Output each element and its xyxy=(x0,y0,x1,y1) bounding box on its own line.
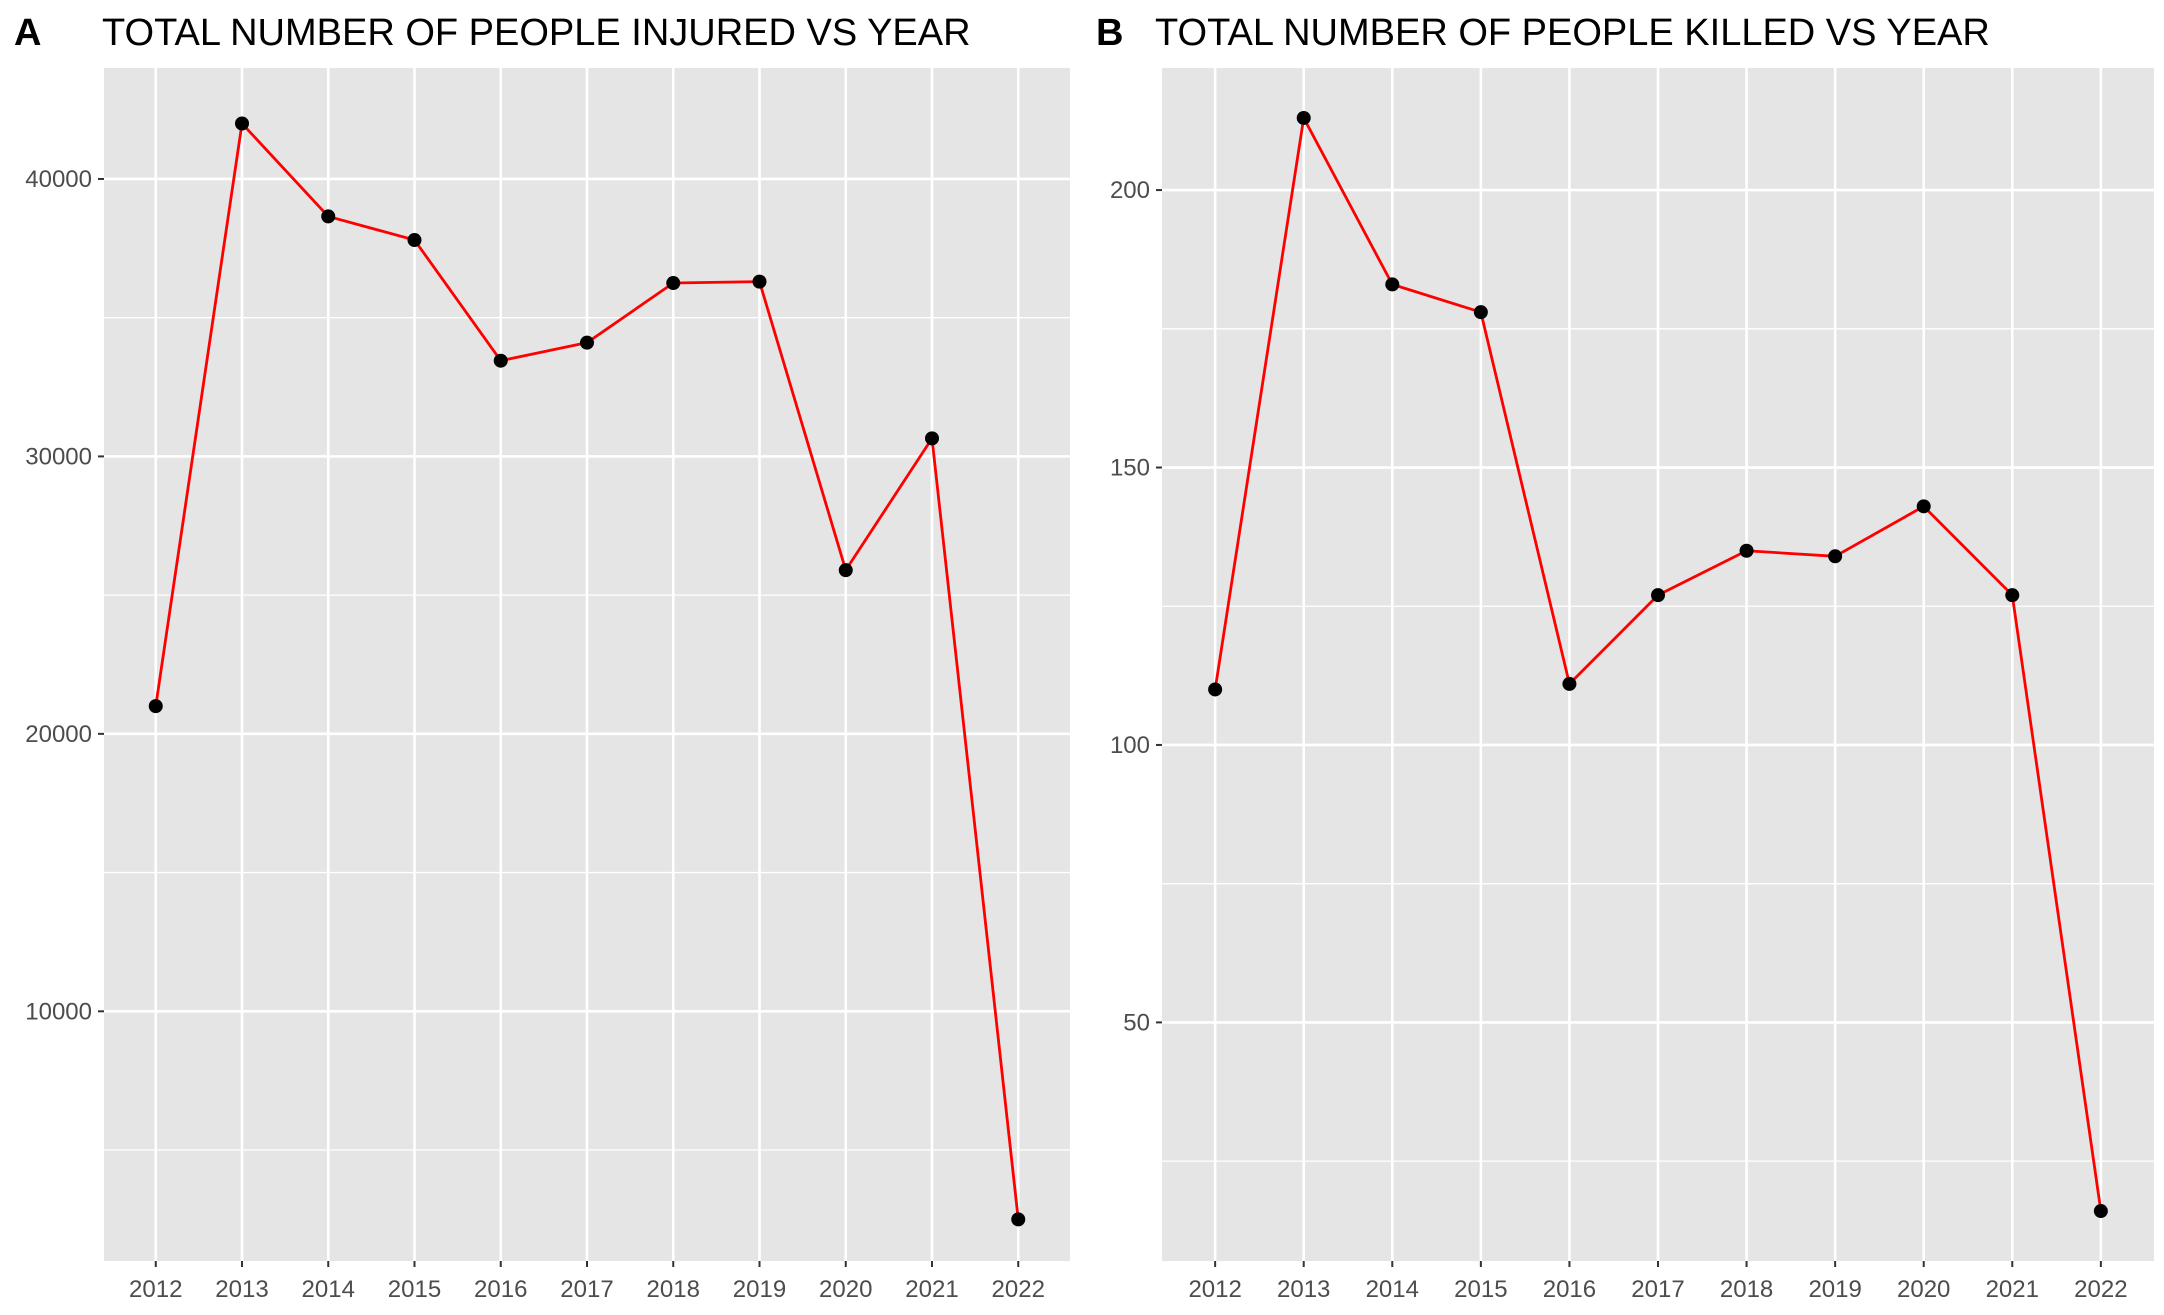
panel-a: A TOTAL NUMBER OF PEOPLE INJURED VS YEAR… xyxy=(14,12,1070,1303)
x-tick-label: 2022 xyxy=(992,1276,1045,1303)
gridlines xyxy=(1162,68,2154,1261)
x-tick-label: 2015 xyxy=(1454,1276,1507,1303)
data-point xyxy=(1916,499,1931,514)
chart-title: TOTAL NUMBER OF PEOPLE KILLED VS YEAR xyxy=(1155,12,1990,54)
data-point xyxy=(2005,588,2020,603)
data-point xyxy=(493,353,508,368)
data-point xyxy=(1473,305,1488,320)
x-tick-label: 2018 xyxy=(1720,1276,1773,1303)
x-tick-label: 2013 xyxy=(215,1276,268,1303)
axis-ticks xyxy=(1156,189,2102,1267)
data-point xyxy=(1208,682,1223,697)
y-tick-label: 10000 xyxy=(25,998,92,1025)
data-point xyxy=(1011,1212,1026,1227)
data-point xyxy=(1828,549,1843,564)
y-tick-label: 30000 xyxy=(25,443,92,470)
x-tick-label: 2015 xyxy=(388,1276,441,1303)
chart-title: TOTAL NUMBER OF PEOPLE INJURED VS YEAR xyxy=(102,12,971,54)
data-point xyxy=(752,274,767,289)
panel-letter: B xyxy=(1096,12,1124,54)
data-point xyxy=(148,699,163,714)
x-tick-label: 2021 xyxy=(905,1276,958,1303)
data-point xyxy=(666,276,681,291)
x-tick-label: 2022 xyxy=(2074,1276,2127,1303)
y-tick-label: 150 xyxy=(1110,455,1150,482)
x-tick-label: 2012 xyxy=(129,1276,182,1303)
data-point xyxy=(235,116,249,131)
x-tick-label: 2018 xyxy=(647,1276,700,1303)
axis-ticks xyxy=(98,177,1020,1267)
x-tick-label: 2021 xyxy=(1986,1276,2039,1303)
x-tick-label: 2014 xyxy=(1366,1276,1419,1303)
x-tick-label: 2020 xyxy=(819,1276,872,1303)
panel-letter: A xyxy=(14,12,42,54)
killed-chart: 50 100 150 200 2012 2013 2014 2015 2016 2017 2018 2… xyxy=(1110,68,2154,1303)
data-point xyxy=(407,233,422,248)
data-point xyxy=(838,563,853,578)
x-tick-label: 2013 xyxy=(1277,1276,1330,1303)
data-point xyxy=(321,209,336,224)
y-tick-label: 40000 xyxy=(25,166,92,193)
data-point xyxy=(580,335,594,350)
x-tick-label: 2016 xyxy=(1543,1276,1596,1303)
y-tick-label: 20000 xyxy=(25,721,92,748)
gridlines xyxy=(104,68,1070,1261)
injured-chart: 10000 20000 30000 40000 2012 2013 2014 2015 2016… xyxy=(25,68,1070,1303)
x-tick-label: 2019 xyxy=(733,1276,786,1303)
x-tick-label: 2014 xyxy=(302,1276,355,1303)
x-tick-label: 2019 xyxy=(1808,1276,1861,1303)
data-point xyxy=(1651,588,1665,603)
x-tick-label: 2012 xyxy=(1188,1276,1241,1303)
x-tick-label: 2016 xyxy=(474,1276,527,1303)
y-tick-label: 200 xyxy=(1110,177,1150,204)
x-tick-label: 2017 xyxy=(1631,1276,1684,1303)
data-point xyxy=(1385,277,1400,292)
data-point xyxy=(2093,1204,2108,1219)
x-tick-label: 2017 xyxy=(560,1276,613,1303)
panel-b: B TOTAL NUMBER OF PEOPLE KILLED VS YEAR … xyxy=(1082,0,2164,1315)
y-tick-label: 50 xyxy=(1123,1009,1150,1036)
data-point xyxy=(1739,543,1754,558)
x-tick-label: 2020 xyxy=(1897,1276,1950,1303)
data-point xyxy=(925,431,939,446)
y-tick-label: 100 xyxy=(1110,732,1150,759)
data-point xyxy=(1296,110,1311,125)
data-point xyxy=(1562,676,1577,691)
